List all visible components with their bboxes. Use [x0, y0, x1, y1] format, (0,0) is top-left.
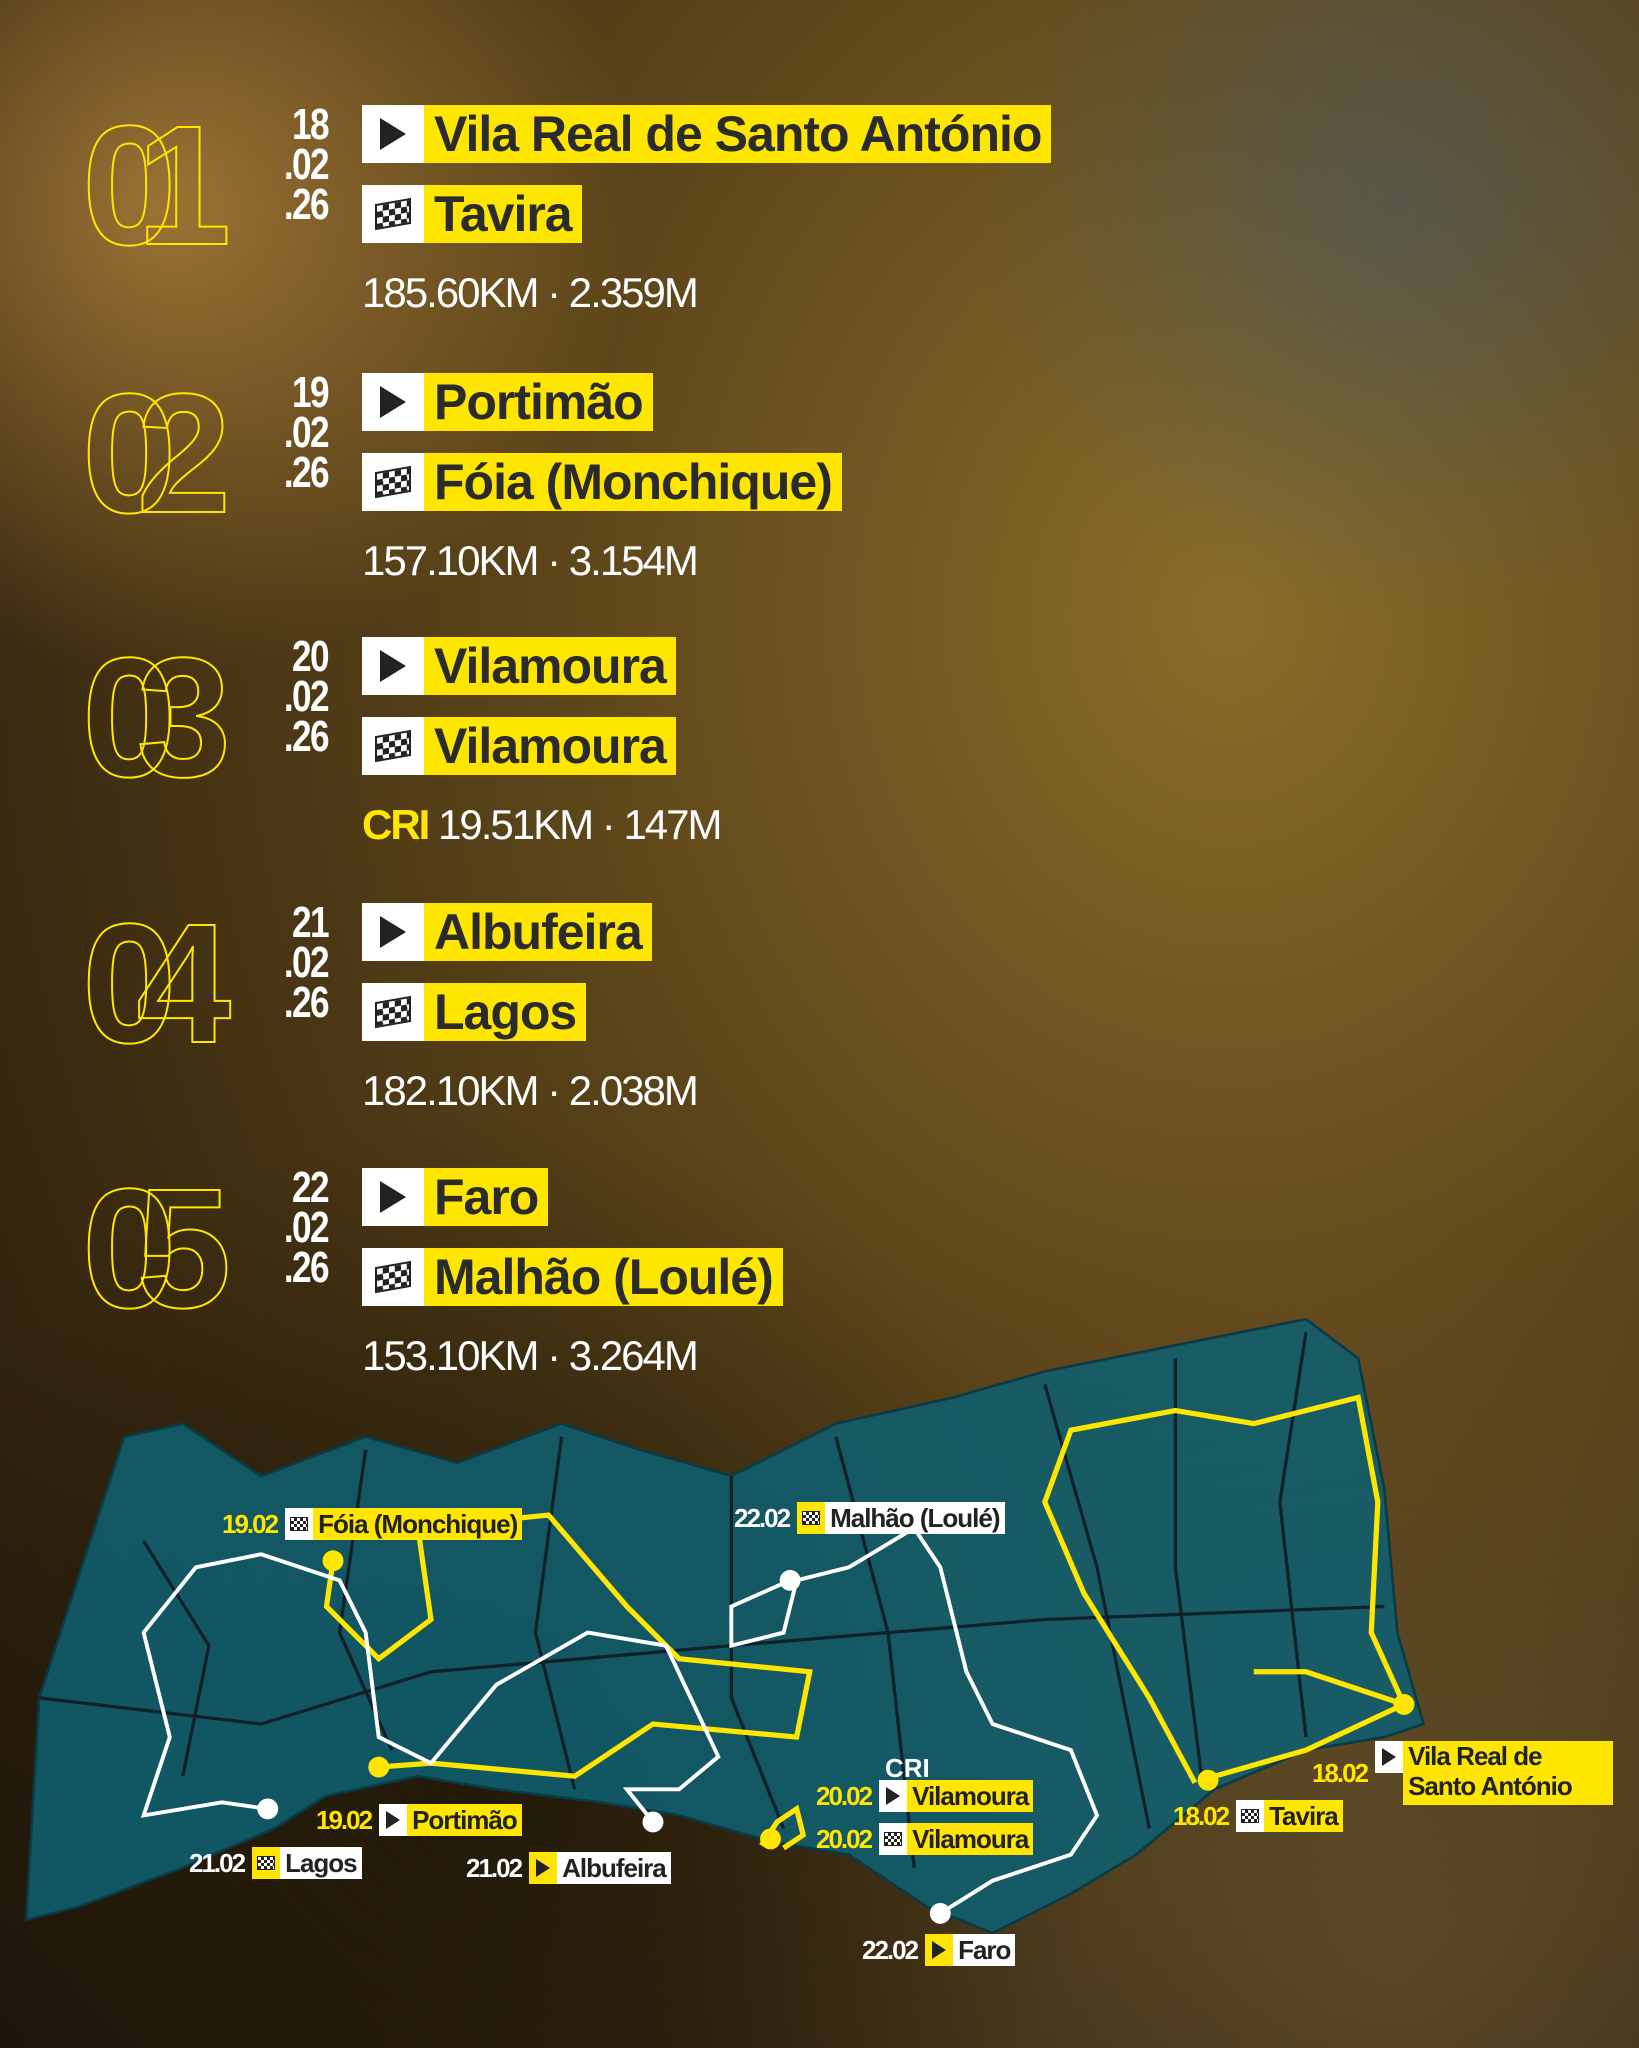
map-label-text: Vila Real de Santo António: [1403, 1741, 1614, 1805]
stage-stats: 157.10KM · 3.154M: [362, 537, 699, 585]
map-label-text: Vilamoura: [907, 1780, 1034, 1812]
map-label-text: Malhão (Loulé): [825, 1502, 1005, 1534]
distance-elevation: 153.10KM · 3.264M: [362, 1332, 699, 1379]
map-label-text: Albufeira: [557, 1852, 671, 1884]
start-play-icon: [362, 1168, 424, 1226]
stage-finish: Malhão (Loulé): [362, 1248, 783, 1306]
stage-stats: 185.60KM · 2.359M: [362, 269, 699, 317]
map-label: 19.02 Fóia (Monchique): [222, 1508, 523, 1540]
stage-start: Portimão: [362, 373, 653, 431]
start-location: Faro: [424, 1168, 549, 1226]
stage-finish: Lagos: [362, 983, 587, 1041]
finish-flag-icon: [285, 1508, 314, 1540]
start-location: Vila Real de Santo António: [424, 105, 1052, 163]
finish-flag-icon: [362, 1248, 424, 1306]
stage-date: 20.02.26: [283, 632, 330, 761]
map-label-date: 19.02: [222, 1508, 279, 1539]
start-play-icon: [362, 373, 424, 431]
stage-start: Vilamoura: [362, 637, 676, 695]
stage-date: 21.02.26: [283, 898, 330, 1027]
map-label: 19.02 Portimão: [316, 1804, 522, 1836]
stage-5: 05 22.02.26 Faro Malhão (Loulé) 153.10KM…: [0, 1163, 1639, 1428]
stage-1: 01 18.02.26 Vila Real de Santo António T…: [0, 100, 1639, 365]
stage-4: 04 21.02.26 Albufeira Lagos 182.10KM · 2…: [0, 898, 1639, 1163]
start-play-icon: [529, 1852, 558, 1884]
map-label-date: 20.02: [816, 1780, 873, 1811]
map-label-text: Tavira: [1264, 1800, 1343, 1832]
map-land: [24, 1317, 1426, 1935]
map-label-text: Fóia (Monchique): [313, 1508, 523, 1540]
route-markers: [257, 1550, 1415, 1924]
start-location: Vilamoura: [424, 637, 676, 695]
map-label-date: 22.02: [862, 1934, 919, 1965]
stage-finish: Vilamoura: [362, 717, 676, 775]
map-label: 18.02 Vila Real de Santo António: [1312, 1741, 1614, 1805]
route-stage-2: [323, 1512, 813, 1779]
stage-date: 19.02.26: [283, 368, 330, 497]
stage-stats: CRI 19.51KM · 147M: [362, 801, 723, 849]
finish-location: Tavira: [424, 185, 582, 243]
finish-location: Vilamoura: [424, 717, 676, 775]
distance-elevation: 185.60KM · 2.359M: [362, 269, 699, 316]
map-label: 21.02 Lagos: [189, 1847, 362, 1879]
stage-start: Vila Real de Santo António: [362, 105, 1052, 163]
stage-stats: 153.10KM · 3.264M: [362, 1332, 699, 1380]
start-location: Portimão: [424, 373, 653, 431]
finish-location: Malhão (Loulé): [424, 1248, 783, 1306]
map-label: 21.02 Albufeira: [466, 1852, 671, 1884]
stage-date: 18.02.26: [283, 100, 330, 229]
distance-elevation: 182.10KM · 2.038M: [362, 1067, 699, 1114]
distance-elevation: 19.51KM · 147M: [438, 801, 722, 848]
map-label: 22.02 Faro: [862, 1934, 1016, 1966]
map-label: 18.02 Tavira: [1173, 1800, 1343, 1832]
finish-flag-icon: [879, 1823, 908, 1855]
route-stage-4: [140, 1552, 721, 1824]
map-label: 22.02 Malhão (Loulé): [734, 1502, 1005, 1534]
start-play-icon: [362, 637, 424, 695]
map-label-date: 21.02: [466, 1852, 523, 1883]
map-label-text: Portimão: [407, 1804, 522, 1836]
start-play-icon: [879, 1780, 908, 1812]
finish-flag-icon: [362, 185, 424, 243]
map-label-date: 18.02: [1312, 1757, 1369, 1788]
stage-stats: 182.10KM · 2.038M: [362, 1067, 699, 1115]
route-stage-5: [729, 1525, 1100, 1916]
stage-start: Faro: [362, 1168, 549, 1226]
start-play-icon: [379, 1804, 408, 1836]
map-label-date: 19.02: [316, 1804, 373, 1835]
map-label-text: Faro: [953, 1934, 1016, 1966]
map-label-date: 18.02: [1173, 1800, 1230, 1831]
map-label: 20.02 Vilamoura: [816, 1780, 1034, 1812]
finish-flag-icon: [1236, 1800, 1265, 1832]
start-location: Albufeira: [424, 903, 652, 961]
map-label-date: 22.02: [734, 1502, 791, 1533]
stage-type: CRI: [362, 801, 430, 848]
start-play-icon: [925, 1934, 954, 1966]
start-play-icon: [362, 105, 424, 163]
map-label-text: Vilamoura: [907, 1823, 1034, 1855]
stage-2: 02 19.02.26 Portimão Fóia (Monchique) 15…: [0, 368, 1639, 633]
distance-elevation: 157.10KM · 3.154M: [362, 537, 699, 584]
finish-location: Fóia (Monchique): [424, 453, 842, 511]
finish-location: Lagos: [424, 983, 587, 1041]
start-play-icon: [1375, 1741, 1404, 1773]
finish-flag-icon: [797, 1502, 826, 1534]
map-label-date: 20.02: [816, 1823, 873, 1854]
finish-flag-icon: [362, 453, 424, 511]
finish-flag-icon: [252, 1847, 281, 1879]
start-play-icon: [362, 903, 424, 961]
stage-3: 03 20.02.26 Vilamoura Vilamoura CRI 19.5…: [0, 632, 1639, 897]
map-label-text: Lagos: [280, 1847, 362, 1879]
map-label: 20.02 Vilamoura: [816, 1823, 1034, 1855]
finish-flag-icon: [362, 717, 424, 775]
stage-finish: Tavira: [362, 185, 582, 243]
map-label-date: 21.02: [189, 1847, 246, 1878]
finish-flag-icon: [362, 983, 424, 1041]
stage-start: Albufeira: [362, 903, 652, 961]
cri-map-label: CRI: [885, 1752, 930, 1783]
municipal-borders: [38, 1331, 1385, 1868]
stage-finish: Fóia (Monchique): [362, 453, 842, 511]
stage-date: 22.02.26: [283, 1163, 330, 1292]
